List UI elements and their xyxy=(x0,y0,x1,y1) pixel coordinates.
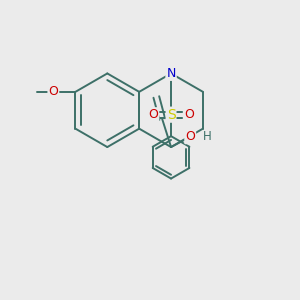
Text: O: O xyxy=(185,130,195,143)
Text: O: O xyxy=(184,108,194,121)
Text: N: N xyxy=(167,67,176,80)
Text: O: O xyxy=(48,85,58,98)
Text: S: S xyxy=(167,108,176,122)
Text: O: O xyxy=(148,108,158,121)
Text: H: H xyxy=(202,130,211,143)
